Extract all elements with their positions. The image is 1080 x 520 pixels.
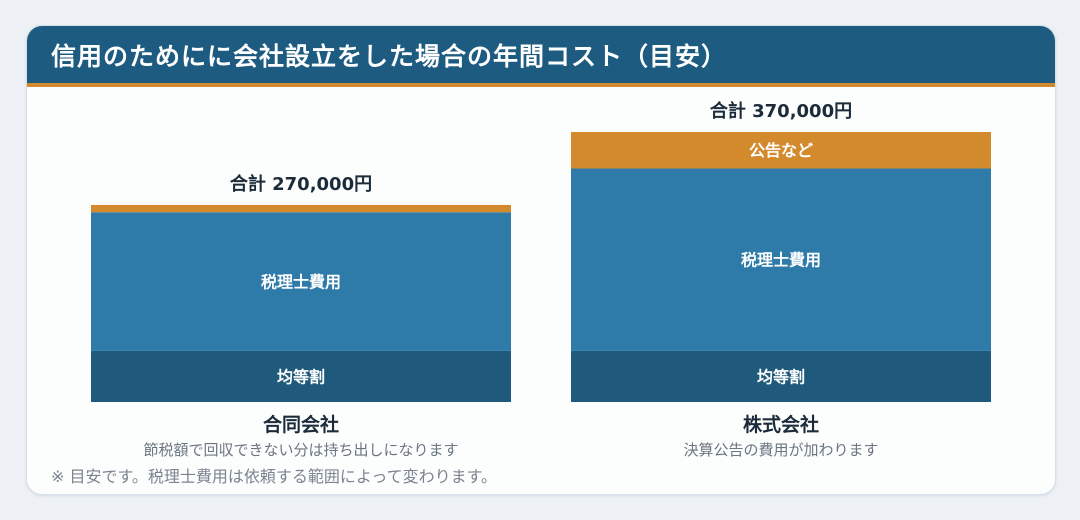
page-title: 信用のためにに会社設立をした場合の年間コスト（目安） <box>51 42 728 71</box>
cost-card: 信用のためにに会社設立をした場合の年間コスト（目安） 均等割 税理士費用 合計 27… <box>26 25 1056 495</box>
header-bar: 信用のためにに会社設立をした場合の年間コスト（目安） <box>27 26 1055 87</box>
segment-equal-levy-label-1: 均等割 <box>277 367 325 386</box>
segment-tax-fee-2 <box>571 168 991 351</box>
segment-equal-levy-2 <box>571 350 991 402</box>
segment-equal-levy-1 <box>91 350 511 402</box>
category-label-1: 合同会社 <box>263 413 339 436</box>
stacked-bar-chart: 均等割 税理士費用 合計 270,000円合同会社節税額で回収できない分は持ち出しに… <box>91 100 991 459</box>
segment-tax-fee-label-1: 税理士費用 <box>261 273 341 292</box>
segment-tax-fee-label-2: 税理士費用 <box>741 251 821 270</box>
segment-equal-levy-label-2: 均等割 <box>757 367 805 386</box>
total-label-1: 合計 270,000円 <box>230 173 372 195</box>
segment-tax-fee-1 <box>91 212 511 351</box>
footnote: ※ 目安です。税理士費用は依頼する範囲によって変わります。 <box>51 467 498 486</box>
segment-notice-label-2: 公告など <box>749 141 813 160</box>
segment-notice-2 <box>571 132 991 169</box>
segment-notice-1 <box>91 204 511 213</box>
category-label-2: 株式会社 <box>743 413 819 436</box>
category-note-1: 節税額で回収できない分は持ち出しになります <box>143 441 458 459</box>
category-note-2: 決算公告の費用が加わります <box>683 441 878 459</box>
total-label-2: 合計 370,000円 <box>710 100 852 122</box>
